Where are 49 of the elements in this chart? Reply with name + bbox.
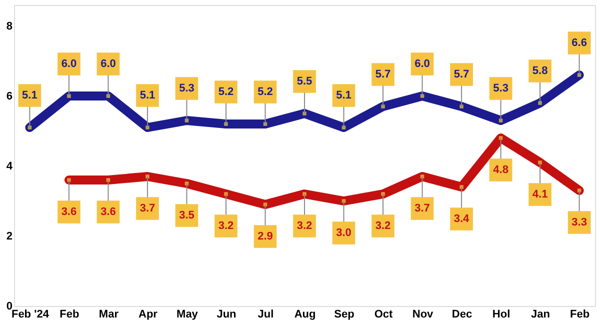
y-tick-label: 6 [6,90,12,102]
data-label: 5.8 [532,65,548,77]
x-tick-label: Jul [258,308,274,320]
data-label: 3.4 [454,213,470,225]
data-label: 5.7 [454,68,470,80]
data-label: 4.1 [532,188,548,200]
data-label: 3.0 [336,227,352,239]
data-label: 5.1 [336,90,352,102]
data-label: 3.7 [140,202,156,214]
x-tick-label: Feb '24 [11,308,50,320]
data-label: 3.2 [218,220,234,232]
data-label: 4.8 [493,164,508,176]
data-label: 6.0 [414,58,430,70]
x-tick-label: Dec [452,308,472,320]
data-label: 3.6 [100,206,116,218]
data-label: 3.7 [414,202,430,214]
data-label: 5.3 [493,82,508,94]
data-label: 5.1 [22,90,38,102]
x-tick-label: Hol [492,308,510,320]
data-label: 3.2 [296,220,312,232]
x-tick-label: May [176,308,199,320]
x-tick-label: Aug [294,308,316,320]
data-label: 5.5 [296,76,312,88]
data-label: 3.6 [61,206,77,218]
y-tick-label: 2 [6,230,12,242]
x-tick-label: Nov [412,308,434,320]
data-label: 6.6 [572,37,587,49]
x-tick-label: Mar [98,308,120,320]
data-label: 5.2 [258,86,273,98]
x-tick-label: Sep [334,308,355,320]
y-tick-label: 4 [6,160,14,172]
x-tick-label: Oct [374,308,394,320]
y-tick-label: 0 [6,300,12,312]
x-tick-label: Jun [216,308,237,320]
x-tick-label: Feb [570,308,590,320]
x-tick-label: Jan [531,308,550,320]
data-label: 5.7 [375,68,391,80]
x-tick-label: Feb [60,308,80,320]
data-label: 5.1 [140,90,156,102]
x-tick-label: Apr [138,308,158,320]
data-label: 6.0 [61,58,77,70]
y-tick-label: 8 [6,20,12,32]
data-label: 5.2 [218,86,234,98]
data-label: 3.3 [572,216,587,228]
data-label: 5.3 [179,82,194,94]
data-label: 3.5 [179,210,194,222]
data-label: 6.0 [100,58,116,70]
data-label: 2.9 [258,230,273,242]
data-label: 3.2 [375,220,391,232]
